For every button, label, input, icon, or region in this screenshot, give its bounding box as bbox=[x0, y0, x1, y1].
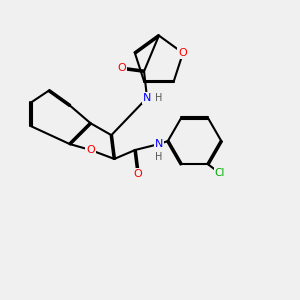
Text: H: H bbox=[155, 93, 163, 103]
Text: O: O bbox=[86, 145, 95, 155]
Text: O: O bbox=[117, 63, 126, 73]
Text: H: H bbox=[155, 152, 163, 162]
Text: N: N bbox=[155, 139, 163, 149]
Text: Cl: Cl bbox=[215, 168, 225, 178]
Text: O: O bbox=[178, 48, 187, 58]
Text: O: O bbox=[134, 169, 142, 179]
Text: N: N bbox=[143, 93, 151, 103]
